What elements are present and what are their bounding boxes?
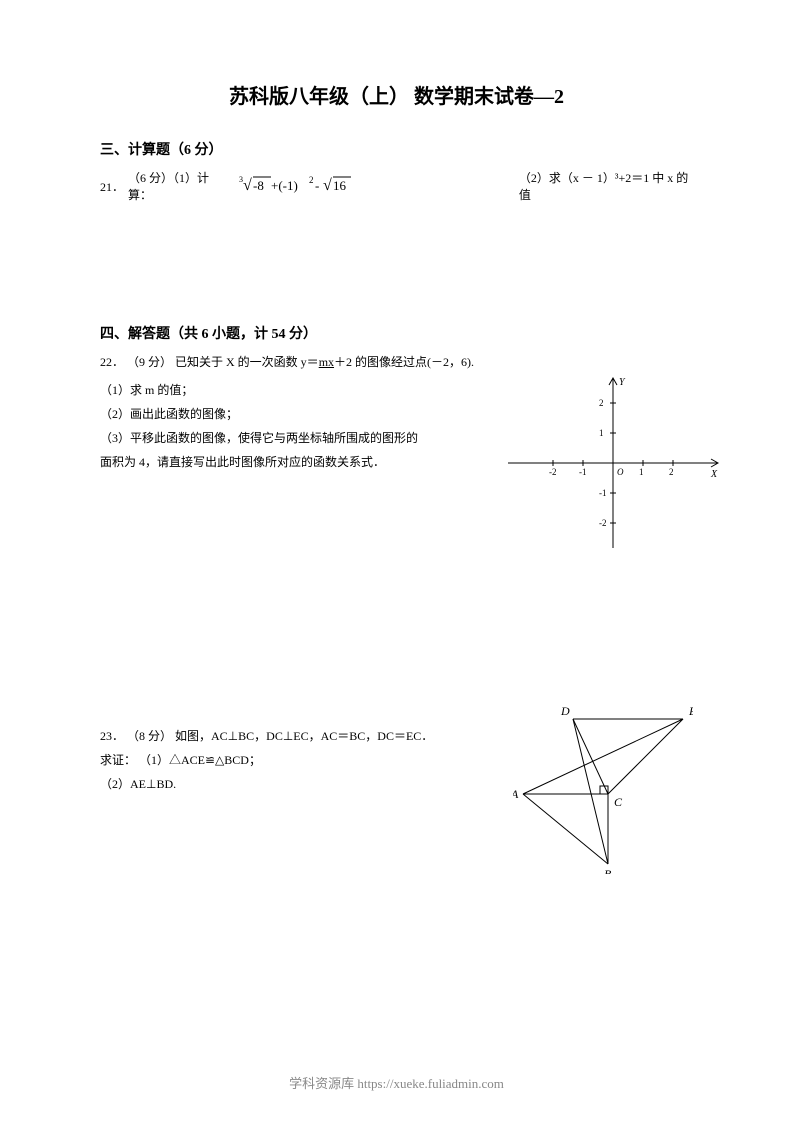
problem-22-body: （1）求 m 的值； （2）画出此函数的图像； （3）平移此函数的图像，使得它与…: [100, 378, 450, 474]
svg-text:1: 1: [639, 467, 644, 477]
neg8: -8: [253, 178, 264, 193]
problem-22-part3b: 面积为 4，请直接写出此时图像所对应的函数关系式．: [100, 450, 450, 474]
svg-text:-2: -2: [549, 467, 557, 477]
svg-text:X: X: [710, 469, 718, 480]
problem-22-intro-b: ＋2 的图像经过点(－2，6).: [334, 355, 474, 369]
problem-21-part1-label: （6 分）（1）计算：: [128, 169, 229, 203]
svg-text:-1: -1: [599, 488, 607, 498]
problem-23-num: 23．: [100, 729, 124, 743]
exp2: 2: [309, 175, 314, 185]
problem-23-line1-text: （8 分） 如图，AC⊥BC，DC⊥EC，AC＝BC，DC＝EC．: [127, 729, 433, 743]
problem-22-part2: （2）画出此函数的图像；: [100, 402, 450, 426]
problem-22-intro-a: （9 分） 已知关于 X 的一次函数 y＝: [127, 355, 319, 369]
sqrt-symbol-1: √: [243, 177, 252, 194]
plus-neg1: +(-1): [271, 178, 298, 193]
svg-text:O: O: [617, 467, 624, 477]
problem-22-num: 22．: [100, 355, 124, 369]
section3-header: 三、计算题（6 分）: [100, 139, 693, 159]
section4: 四、解答题（共 6 小题，计 54 分） 22． （9 分） 已知关于 X 的一…: [100, 323, 693, 796]
svg-text:2: 2: [599, 398, 604, 408]
problem-23-line1: 23． （8 分） 如图，AC⊥BC，DC⊥EC，AC＝BC，DC＝EC．: [100, 724, 460, 748]
coordinate-graph: -2 -1 1 2 -2 -1 1 2 O X Y: [503, 373, 723, 553]
problem-21: 21． （6 分）（1）计算： 3 √ -8 +(-1) 2 - √ 16 （2…: [100, 169, 693, 203]
svg-text:D: D: [560, 704, 570, 718]
sqrt-symbol-2: √: [323, 177, 332, 194]
problem-22: 22． （9 分） 已知关于 X 的一次函数 y＝mx＋2 的图像经过点(－2，…: [100, 353, 693, 474]
svg-text:-1: -1: [579, 467, 587, 477]
footer: 学科资源库 https://xueke.fuliadmin.com: [0, 1073, 793, 1092]
problem-23-line2: 求证： （1）△ACE≌△BCD；: [100, 748, 460, 772]
svg-text:1: 1: [599, 428, 604, 438]
page: 苏科版八年级（上） 数学期末试卷—2 三、计算题（6 分） 21． （6 分）（…: [0, 0, 793, 1122]
formula-svg: 3 √ -8 +(-1) 2 - √ 16: [239, 172, 369, 196]
svg-text:C: C: [614, 795, 623, 809]
svg-text:B: B: [604, 867, 612, 874]
problem-21-num: 21．: [100, 178, 124, 195]
svg-text:-2: -2: [599, 518, 607, 528]
problem-22-part3a: （3）平移此函数的图像，使得它与两坐标轴所围成的图形的: [100, 426, 450, 450]
val16: 16: [333, 178, 347, 193]
svg-text:Y: Y: [619, 377, 626, 388]
minus: -: [315, 178, 319, 193]
section4-header: 四、解答题（共 6 小题，计 54 分）: [100, 323, 693, 343]
problem-22-mx: mx: [319, 355, 334, 369]
problem-22-part1: （1）求 m 的值；: [100, 378, 450, 402]
page-title: 苏科版八年级（上） 数学期末试卷—2: [100, 80, 693, 109]
svg-text:2: 2: [669, 467, 674, 477]
problem-23: 23． （8 分） 如图，AC⊥BC，DC⊥EC，AC＝BC，DC＝EC． 求证…: [100, 724, 693, 796]
problem-22-intro: 22． （9 分） 已知关于 X 的一次函数 y＝mx＋2 的图像经过点(－2，…: [100, 353, 693, 370]
problem-21-formula: 3 √ -8 +(-1) 2 - √ 16: [239, 172, 369, 200]
svg-text:A: A: [513, 787, 519, 801]
svg-text:E: E: [688, 704, 693, 718]
problem-21-part2: （2）求（x － 1）³+2＝1 中 x 的值: [519, 169, 693, 203]
geometry-figure: A B C D E: [513, 704, 693, 874]
problem-23-body: 23． （8 分） 如图，AC⊥BC，DC⊥EC，AC＝BC，DC＝EC． 求证…: [100, 724, 460, 796]
problem-23-part2: （2）AE⊥BD.: [100, 772, 460, 796]
